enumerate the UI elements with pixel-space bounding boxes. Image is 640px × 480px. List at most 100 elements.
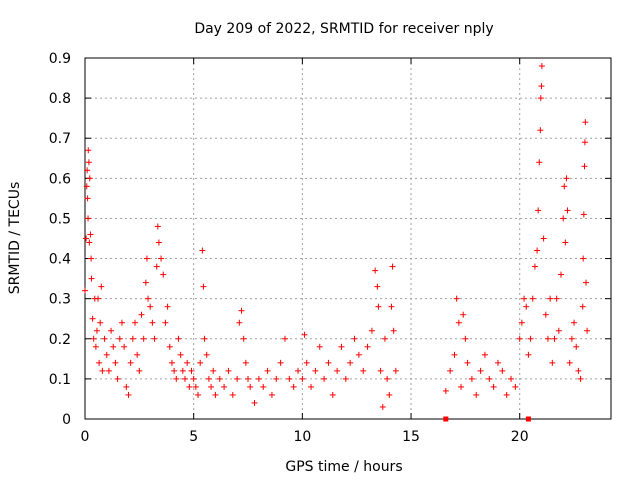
data-point bbox=[236, 319, 243, 326]
data-point bbox=[342, 375, 349, 382]
data-point bbox=[134, 351, 141, 358]
x-axis-label: GPS time / hours bbox=[285, 459, 402, 475]
data-point bbox=[360, 367, 367, 374]
data-point bbox=[347, 359, 354, 366]
data-point bbox=[166, 343, 173, 350]
data-point bbox=[85, 147, 92, 154]
y-axis-label: SRMTID / TECUs bbox=[7, 182, 23, 295]
data-point bbox=[392, 367, 399, 374]
data-point bbox=[303, 359, 310, 366]
data-point bbox=[108, 327, 115, 334]
data-point bbox=[351, 335, 358, 342]
data-point bbox=[186, 383, 193, 390]
data-point bbox=[96, 359, 103, 366]
data-point bbox=[473, 391, 480, 398]
data-point bbox=[242, 359, 249, 366]
x-tick-label: 0 bbox=[81, 429, 90, 445]
data-point bbox=[538, 63, 545, 70]
data-point bbox=[88, 255, 95, 262]
data-point bbox=[334, 367, 341, 374]
data-point bbox=[390, 327, 397, 334]
data-point bbox=[508, 375, 515, 382]
data-point bbox=[83, 183, 90, 190]
data-point bbox=[389, 263, 396, 270]
data-point bbox=[290, 383, 297, 390]
data-point bbox=[160, 271, 167, 278]
data-point bbox=[93, 327, 100, 334]
data-point bbox=[355, 351, 362, 358]
data-point bbox=[464, 359, 471, 366]
data-point bbox=[118, 319, 125, 326]
data-point bbox=[197, 359, 204, 366]
data-point bbox=[114, 375, 121, 382]
data-point bbox=[521, 295, 528, 302]
data-point bbox=[581, 163, 588, 170]
data-point bbox=[188, 367, 195, 374]
data-point bbox=[147, 303, 154, 310]
data-point bbox=[503, 391, 510, 398]
data-point bbox=[142, 279, 149, 286]
y-tick-label: 0.9 bbox=[49, 51, 71, 67]
data-point bbox=[301, 331, 308, 338]
data-point bbox=[268, 391, 275, 398]
data-point bbox=[529, 295, 536, 302]
data-point bbox=[125, 391, 132, 398]
data-point bbox=[561, 183, 568, 190]
data-point bbox=[225, 367, 232, 374]
data-point bbox=[377, 367, 384, 374]
data-point bbox=[516, 335, 523, 342]
data-point bbox=[531, 263, 538, 270]
data-point bbox=[581, 139, 588, 146]
data-point bbox=[105, 367, 112, 374]
data-point bbox=[175, 335, 182, 342]
data-point bbox=[534, 247, 541, 254]
data-point bbox=[573, 343, 580, 350]
data-point bbox=[103, 351, 110, 358]
data-point bbox=[153, 263, 160, 270]
data-point bbox=[86, 239, 93, 246]
gap-marker bbox=[525, 416, 531, 422]
data-point bbox=[499, 367, 506, 374]
data-point bbox=[538, 83, 545, 90]
data-point bbox=[164, 303, 171, 310]
data-point bbox=[121, 343, 128, 350]
data-point bbox=[192, 383, 199, 390]
data-point bbox=[212, 391, 219, 398]
data-point bbox=[89, 315, 96, 322]
data-point bbox=[316, 343, 323, 350]
data-point bbox=[99, 367, 106, 374]
data-point bbox=[580, 255, 587, 262]
data-point bbox=[379, 403, 386, 410]
data-point bbox=[229, 391, 236, 398]
data-point bbox=[138, 311, 145, 318]
data-point bbox=[458, 383, 465, 390]
data-point bbox=[127, 359, 134, 366]
data-point bbox=[325, 359, 332, 366]
data-point bbox=[575, 367, 582, 374]
data-point bbox=[558, 271, 565, 278]
data-point bbox=[486, 375, 493, 382]
data-point bbox=[95, 295, 102, 302]
data-point bbox=[372, 267, 379, 274]
data-point bbox=[562, 239, 569, 246]
data-point bbox=[518, 319, 525, 326]
data-point bbox=[563, 175, 570, 182]
y-tick-label: 0.5 bbox=[49, 211, 71, 227]
data-point bbox=[101, 335, 108, 342]
data-point bbox=[338, 343, 345, 350]
data-point bbox=[364, 343, 371, 350]
data-point bbox=[451, 351, 458, 358]
data-point bbox=[129, 335, 136, 342]
data-point bbox=[555, 327, 562, 334]
data-point bbox=[184, 359, 191, 366]
data-point bbox=[190, 375, 197, 382]
data-point bbox=[494, 359, 501, 366]
data-point bbox=[247, 383, 254, 390]
data-point bbox=[82, 287, 88, 294]
data-point bbox=[87, 231, 94, 238]
data-point bbox=[86, 175, 93, 182]
data-point bbox=[481, 351, 488, 358]
data-point bbox=[468, 375, 475, 382]
data-point bbox=[162, 319, 169, 326]
